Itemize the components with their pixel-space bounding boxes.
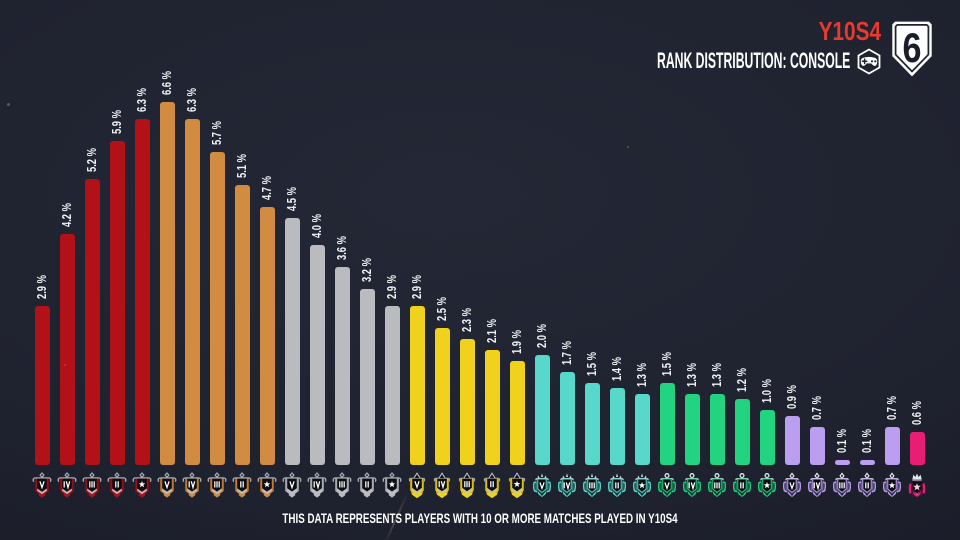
svg-text:6: 6	[903, 26, 922, 72]
